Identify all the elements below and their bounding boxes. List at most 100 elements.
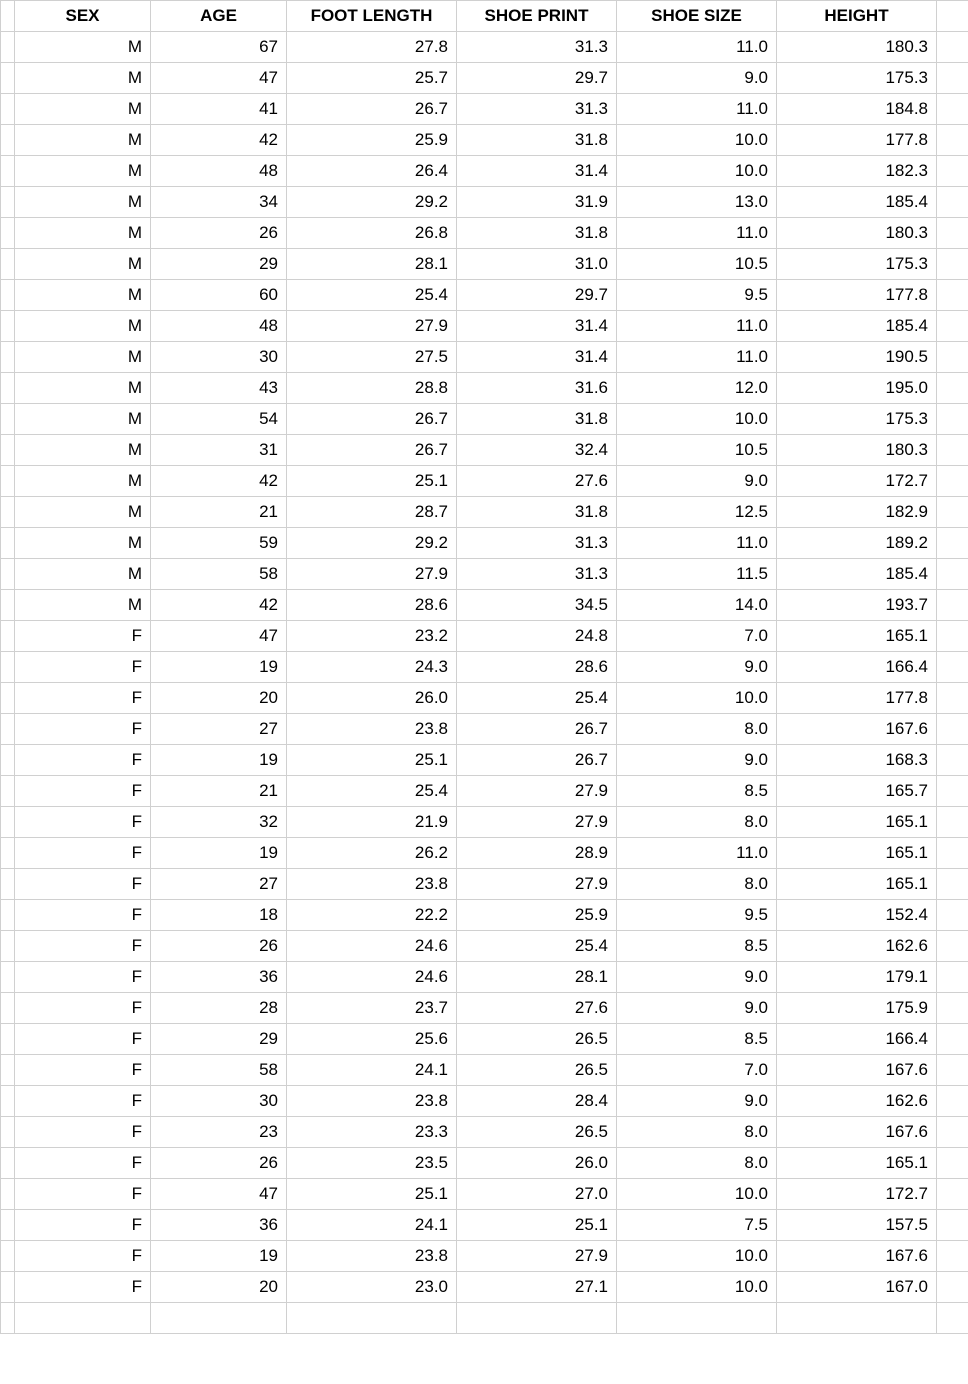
cell[interactable]: 58	[151, 559, 287, 590]
table-row[interactable]: M4725.729.79.0175.3	[1, 63, 968, 94]
cell[interactable]: M	[15, 187, 151, 218]
cell[interactable]: 31.3	[457, 528, 617, 559]
cell[interactable]: 23.8	[287, 1241, 457, 1272]
cell[interactable]: 27.6	[457, 993, 617, 1024]
cell[interactable]: 60	[151, 280, 287, 311]
cell[interactable]: 27.9	[457, 869, 617, 900]
cell[interactable]: 26.7	[287, 94, 457, 125]
empty-cell[interactable]	[287, 1303, 457, 1334]
cell[interactable]: 177.8	[777, 683, 937, 714]
table-row[interactable]: F3624.125.17.5157.5	[1, 1210, 968, 1241]
cell[interactable]: 67	[151, 32, 287, 63]
cell[interactable]: 23.8	[287, 1086, 457, 1117]
cell[interactable]: M	[15, 373, 151, 404]
cell[interactable]: F	[15, 1272, 151, 1303]
cell[interactable]: 26.5	[457, 1055, 617, 1086]
cell[interactable]: 11.0	[617, 342, 777, 373]
cell[interactable]: 11.0	[617, 528, 777, 559]
cell[interactable]: 23.5	[287, 1148, 457, 1179]
cell[interactable]: 34.5	[457, 590, 617, 621]
cell[interactable]: 195.0	[777, 373, 937, 404]
cell[interactable]: 21	[151, 776, 287, 807]
cell[interactable]: F	[15, 1148, 151, 1179]
cell[interactable]: 162.6	[777, 931, 937, 962]
cell[interactable]: 47	[151, 63, 287, 94]
cell[interactable]: F	[15, 1241, 151, 1272]
cell[interactable]: 25.4	[457, 683, 617, 714]
cell[interactable]: M	[15, 125, 151, 156]
cell[interactable]: 31.6	[457, 373, 617, 404]
table-row[interactable]: F1923.827.910.0167.6	[1, 1241, 968, 1272]
cell[interactable]: 9.0	[617, 745, 777, 776]
cell[interactable]: 42	[151, 590, 287, 621]
table-row[interactable]: M4228.634.514.0193.7	[1, 590, 968, 621]
cell[interactable]: 157.5	[777, 1210, 937, 1241]
cell[interactable]: F	[15, 807, 151, 838]
cell[interactable]: 8.5	[617, 1024, 777, 1055]
cell[interactable]: 9.5	[617, 280, 777, 311]
cell[interactable]: 190.5	[777, 342, 937, 373]
cell[interactable]: 48	[151, 156, 287, 187]
col-header-shoe-print[interactable]: SHOE PRINT	[457, 1, 617, 32]
cell[interactable]: 27	[151, 869, 287, 900]
cell[interactable]: 167.6	[777, 1241, 937, 1272]
empty-cell[interactable]	[151, 1303, 287, 1334]
cell[interactable]: 8.0	[617, 1117, 777, 1148]
cell[interactable]: 177.8	[777, 280, 937, 311]
cell[interactable]: F	[15, 993, 151, 1024]
cell[interactable]: 25.1	[287, 1179, 457, 1210]
cell[interactable]: 27	[151, 714, 287, 745]
cell[interactable]: 26	[151, 931, 287, 962]
table-row[interactable]: F1822.225.99.5152.4	[1, 900, 968, 931]
cell[interactable]: 26.7	[287, 435, 457, 466]
table-row[interactable]: F1924.328.69.0166.4	[1, 652, 968, 683]
cell[interactable]: 27.9	[457, 807, 617, 838]
cell[interactable]: 21	[151, 497, 287, 528]
cell[interactable]: 8.5	[617, 931, 777, 962]
cell[interactable]: 12.5	[617, 497, 777, 528]
cell[interactable]: 42	[151, 466, 287, 497]
cell[interactable]: 8.0	[617, 1148, 777, 1179]
empty-cell[interactable]	[617, 1303, 777, 1334]
cell[interactable]: F	[15, 1024, 151, 1055]
table-row[interactable]: F3023.828.49.0162.6	[1, 1086, 968, 1117]
cell[interactable]: F	[15, 714, 151, 745]
cell[interactable]: 29.7	[457, 280, 617, 311]
cell[interactable]: 167.6	[777, 1055, 937, 1086]
cell[interactable]: F	[15, 962, 151, 993]
cell[interactable]: 43	[151, 373, 287, 404]
cell[interactable]: F	[15, 931, 151, 962]
cell[interactable]: 36	[151, 962, 287, 993]
table-row[interactable]: F4723.224.87.0165.1	[1, 621, 968, 652]
cell[interactable]: 31.8	[457, 218, 617, 249]
cell[interactable]: 9.0	[617, 993, 777, 1024]
cell[interactable]: 182.3	[777, 156, 937, 187]
cell[interactable]: 24.6	[287, 962, 457, 993]
cell[interactable]: 10.0	[617, 1179, 777, 1210]
cell[interactable]: 9.5	[617, 900, 777, 931]
cell[interactable]: 175.3	[777, 404, 937, 435]
cell[interactable]: 25.4	[287, 280, 457, 311]
cell[interactable]: 31.4	[457, 156, 617, 187]
cell[interactable]: 25.6	[287, 1024, 457, 1055]
cell[interactable]: 25.4	[457, 931, 617, 962]
cell[interactable]: 24.6	[287, 931, 457, 962]
cell[interactable]: M	[15, 404, 151, 435]
cell[interactable]: 30	[151, 1086, 287, 1117]
cell[interactable]: 25.1	[457, 1210, 617, 1241]
cell[interactable]: M	[15, 528, 151, 559]
cell[interactable]: 27.6	[457, 466, 617, 497]
cell[interactable]: F	[15, 745, 151, 776]
col-header-foot-length[interactable]: FOOT LENGTH	[287, 1, 457, 32]
cell[interactable]: M	[15, 63, 151, 94]
cell[interactable]: 172.7	[777, 466, 937, 497]
cell[interactable]: 31.3	[457, 94, 617, 125]
cell[interactable]: M	[15, 497, 151, 528]
cell[interactable]: 31.8	[457, 125, 617, 156]
cell[interactable]: M	[15, 590, 151, 621]
cell[interactable]: 180.3	[777, 32, 937, 63]
cell[interactable]: M	[15, 280, 151, 311]
cell[interactable]: 23.8	[287, 869, 457, 900]
cell[interactable]: 10.0	[617, 683, 777, 714]
table-row[interactable]: F1925.126.79.0168.3	[1, 745, 968, 776]
